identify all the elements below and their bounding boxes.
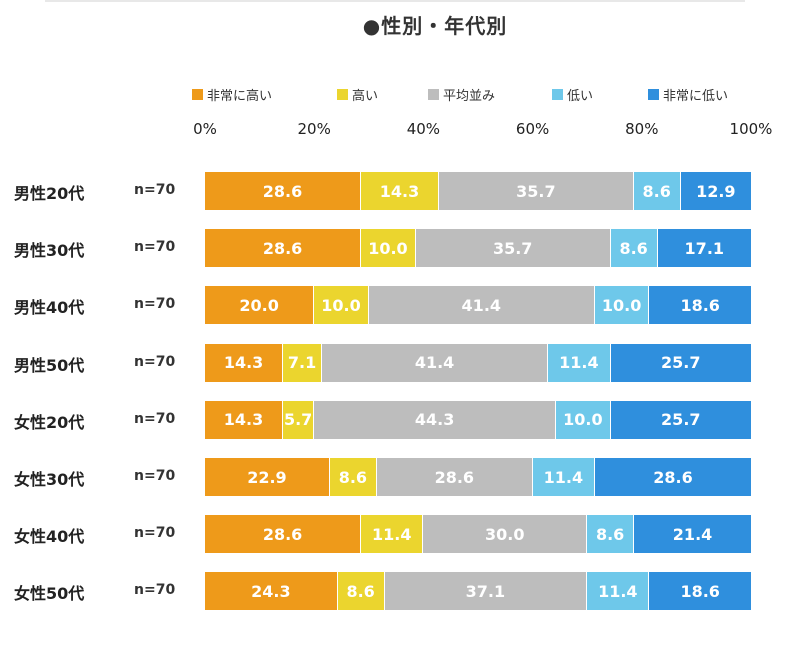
bar-segment: 35.7 — [415, 229, 611, 268]
stacked-bar: 28.6 11.4 30.0 8.6 21.4 — [205, 515, 751, 554]
bar-segment: 20.0 — [205, 286, 315, 325]
legend-label: 高い — [352, 89, 379, 104]
top-divider — [45, 0, 745, 2]
bar-segment: 12.9 — [680, 172, 751, 210]
bar-segment: 18.6 — [649, 572, 751, 611]
stacked-bar: 14.3 7.1 41.4 11.4 25.7 — [205, 343, 751, 382]
legend-item: 高い — [337, 85, 378, 104]
legend-swatch — [428, 89, 439, 100]
sample-size-label: n=70 — [134, 582, 176, 599]
category-label: 男性50代 — [14, 355, 85, 375]
legend-swatch — [192, 89, 203, 100]
stacked-bar: 20.0 10.0 41.4 10.0 18.6 — [205, 286, 751, 325]
sample-size-label: n=70 — [134, 410, 176, 427]
bar-segment: 11.4 — [532, 458, 595, 496]
legend-label: 非常に低い — [663, 89, 729, 104]
legend-label: 低い — [567, 89, 594, 104]
bar-segment: 14.3 — [361, 172, 439, 210]
x-tick-label: 40% — [406, 120, 441, 138]
bar-segment: 21.4 — [634, 515, 751, 554]
legend-swatch — [337, 89, 348, 100]
bar-segment: 10.0 — [594, 286, 650, 325]
bar-segment: 8.6 — [329, 458, 377, 496]
x-tick-label: 80% — [625, 120, 659, 138]
bar-segment: 28.6 — [205, 515, 362, 554]
stacked-bar: 24.3 8.6 37.1 11.4 18.6 — [205, 572, 751, 611]
x-tick-label: 100% — [729, 120, 773, 138]
bar-segment: 28.6 — [205, 229, 362, 268]
sample-size-label: n=70 — [134, 468, 176, 484]
bar-segment: 25.7 — [610, 343, 751, 382]
bar-segment: 28.6 — [594, 458, 751, 496]
x-tick-label: 60% — [515, 120, 550, 138]
bar-segment: 30.0 — [423, 515, 588, 554]
bar-segment: 22.9 — [205, 458, 330, 496]
category-label: 男性40代 — [14, 298, 85, 318]
legend-label: 非常に高い — [207, 89, 273, 104]
bar-segment: 10.0 — [556, 400, 611, 439]
bar-segment: 24.3 — [205, 572, 338, 611]
sample-size-label: n=70 — [134, 525, 176, 542]
stacked-bar: 14.3 5.7 44.3 10.0 25.7 — [205, 400, 751, 439]
bar-segment: 28.6 — [376, 458, 533, 496]
legend-swatch — [552, 89, 563, 100]
category-label: 女性40代 — [14, 527, 85, 547]
sample-size-label: n=70 — [134, 296, 176, 313]
bar-segment: 10.0 — [314, 286, 369, 325]
bar-segment: 5.7 — [283, 400, 315, 439]
legend-swatch — [648, 89, 659, 100]
bar-segment: 17.1 — [657, 229, 751, 268]
legend-item: 低い — [552, 85, 593, 104]
category-label: 男性20代 — [14, 184, 85, 203]
category-label: 女性20代 — [14, 412, 85, 432]
category-label: 男性30代 — [14, 241, 85, 261]
sample-size-label: n=70 — [134, 182, 176, 198]
bar-segment: 18.6 — [649, 286, 751, 325]
bar-segment: 28.6 — [205, 172, 361, 210]
bar-segment: 25.7 — [610, 400, 751, 439]
legend-label: 平均並み — [443, 89, 496, 104]
bar-segment: 8.6 — [610, 229, 658, 268]
bar-segment: 14.3 — [205, 400, 284, 439]
chart-title: ●性別・年代別 — [362, 14, 508, 38]
stacked-bar: 22.9 8.6 28.6 11.4 28.6 — [205, 458, 751, 496]
bar-segment: 8.6 — [587, 515, 635, 554]
bar-segment: 35.7 — [439, 172, 634, 210]
bar-segment: 8.6 — [633, 172, 681, 210]
category-label: 女性50代 — [14, 584, 85, 604]
legend-item: 平均並み — [428, 85, 495, 104]
x-tick-label: 0% — [193, 120, 217, 138]
bar-segment: 14.3 — [205, 343, 284, 382]
sample-size-label: n=70 — [134, 353, 176, 370]
bar-segment: 11.4 — [361, 515, 424, 554]
bar-segment: 11.4 — [548, 343, 611, 382]
category-label: 女性30代 — [14, 470, 85, 489]
x-tick-label: 20% — [297, 120, 331, 138]
bar-segment: 37.1 — [384, 572, 588, 611]
bar-segment: 11.4 — [587, 572, 650, 611]
sample-size-label: n=70 — [134, 239, 176, 256]
stacked-bar: 28.6 14.3 35.7 8.6 12.9 — [205, 172, 751, 210]
stacked-bar: 28.6 10.0 35.7 8.6 17.1 — [205, 229, 751, 268]
legend-item: 非常に高い — [192, 85, 272, 104]
bar-segment: 44.3 — [314, 400, 557, 439]
bar-segment: 8.6 — [337, 572, 385, 611]
legend-item: 非常に低い — [648, 85, 728, 104]
bar-segment: 7.1 — [283, 343, 322, 382]
bar-segment: 10.0 — [361, 229, 416, 268]
bar-segment: 41.4 — [321, 343, 549, 382]
bar-segment: 41.4 — [368, 286, 595, 325]
